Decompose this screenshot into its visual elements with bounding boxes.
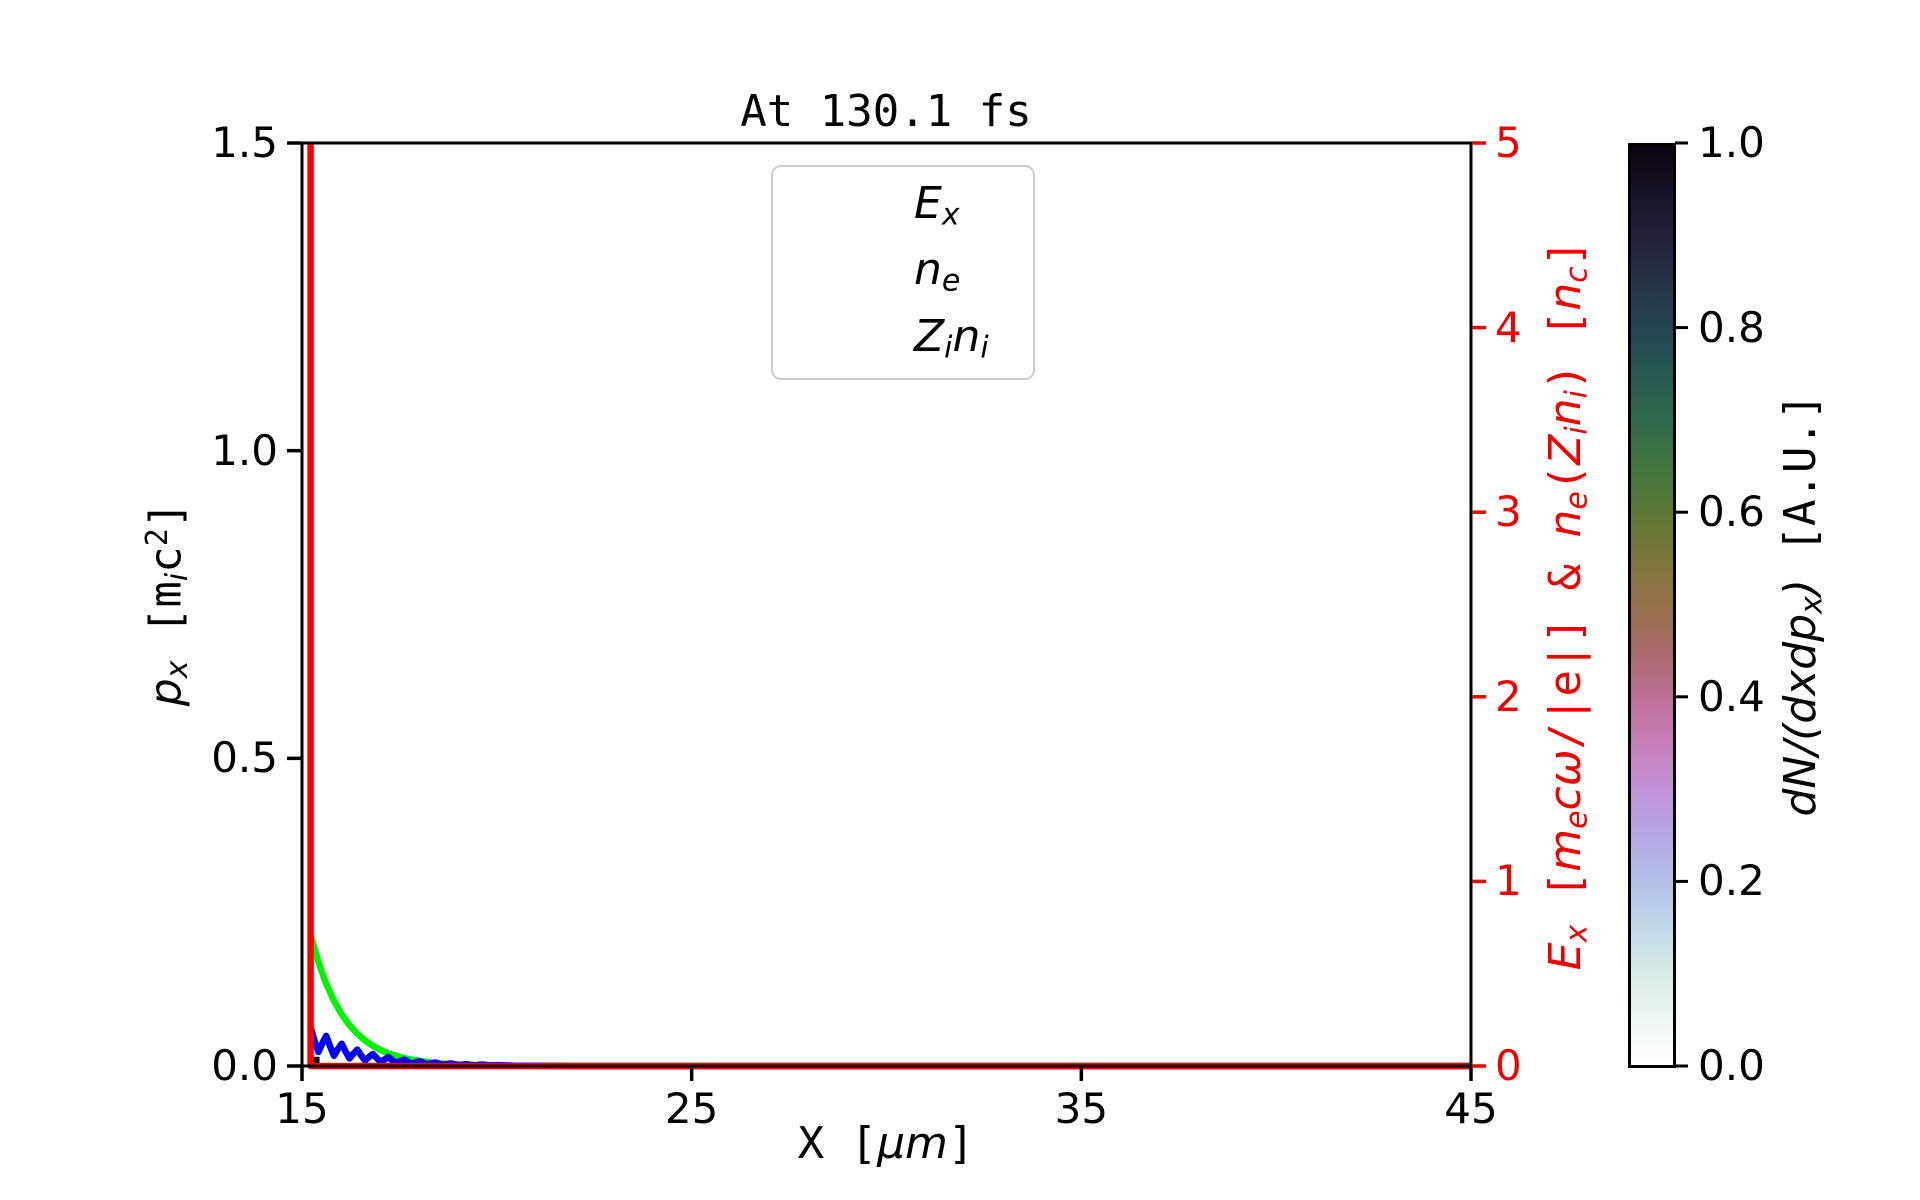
label-segment: c [140, 546, 192, 573]
tick-label: 4 [1495, 302, 1522, 352]
legend-item: Zini [773, 314, 1033, 366]
label-segment: i [1559, 426, 1595, 435]
label-segment: [ [1539, 871, 1591, 925]
series-line-ne [307, 1026, 1471, 1070]
label-segment: dN [1774, 755, 1826, 817]
tick-label: 45 [1444, 1084, 1498, 1133]
tick-label: 0.0 [211, 1041, 278, 1090]
colorbar-label: dN/(dxdpx) [A.U.] [1775, 394, 1830, 817]
tick-label: 1 [1495, 856, 1522, 906]
label-segment: i [980, 330, 989, 366]
label-segment: x [160, 660, 196, 679]
label-segment: 2 [140, 528, 176, 547]
tick-label: 0 [1495, 1041, 1522, 1090]
label-segment: i [160, 572, 196, 582]
label-segment: n [1539, 282, 1591, 311]
label-segment: x [1794, 596, 1830, 614]
plot-spines [300, 141, 1473, 1068]
legend-item-label: ne [914, 248, 960, 297]
series-line-Ex [307, 934, 1471, 1070]
legend-item-label: Ex [914, 181, 960, 233]
label-segment: μm [877, 1118, 948, 1169]
label-segment: [m [140, 581, 192, 661]
tick-label: 5 [1495, 118, 1522, 167]
label-segment: E [1539, 942, 1591, 971]
tick-label: 1.0 [211, 425, 278, 475]
tick-label: 0.8 [1698, 302, 1765, 352]
label-segment: /|e|] & [1539, 537, 1591, 750]
tick-label: 3 [1495, 487, 1522, 537]
label-segment: e [941, 263, 961, 299]
legend: Ex ne Zini [771, 165, 1035, 380]
label-segment: n [1539, 509, 1591, 538]
plot-title: At 130.1 fs [740, 86, 1032, 137]
tick-label: 0.2 [1698, 856, 1765, 906]
label-segment: ) [1774, 578, 1826, 597]
legend-line-swatch [795, 203, 892, 210]
label-segment: i [944, 330, 953, 366]
label-segment: c [1559, 266, 1595, 283]
label-segment: cω [1539, 749, 1591, 811]
label-segment: Z [914, 310, 945, 362]
left-y-axis-label-wrap: px [mic2] [133, 154, 203, 1054]
tick-label: 15 [275, 1084, 329, 1133]
label-segment: /(dxdp [1774, 613, 1826, 756]
tick-label: 1.0 [1698, 118, 1765, 167]
label-segment: n [952, 310, 981, 362]
label-segment: ( [1539, 464, 1591, 492]
label-segment: ] [1539, 239, 1591, 267]
colorbar [1628, 143, 1676, 1068]
label-segment: e [1559, 491, 1595, 510]
label-segment: i [1559, 390, 1595, 399]
tick-label: 25 [664, 1084, 719, 1133]
tick-label: 1.5 [211, 118, 278, 167]
label-segment: Z [1539, 434, 1591, 465]
right-y-axis-label: Ex [mecω/|e|] & ne(Zini) [nc] [1540, 240, 1595, 971]
label-segment: ] [140, 501, 192, 529]
label-segment: [A.U.] [1774, 393, 1826, 579]
label-segment: X [ [797, 1118, 878, 1169]
label-segment: x [941, 197, 960, 233]
label-segment: E [914, 177, 942, 229]
tick-label: 35 [1054, 1084, 1109, 1133]
phase-space-density-blob [311, 1056, 320, 1066]
legend-line-swatch [795, 269, 892, 276]
tick-label: 0.5 [211, 733, 278, 783]
label-segment: ) [ [1539, 310, 1591, 391]
legend-item: ne [773, 248, 1033, 297]
tick-label: 0.6 [1698, 487, 1765, 537]
right-y-axis-label-wrap: Ex [mecω/|e|] & ne(Zini) [nc] [1532, 155, 1602, 1055]
label-segment: x [1559, 924, 1595, 943]
tick-label: 0.4 [1698, 671, 1765, 721]
legend-line-swatch [795, 335, 892, 342]
tick-label: 0.0 [1698, 1041, 1765, 1090]
legend-item: Ex [773, 181, 1033, 233]
label-segment: m [1539, 828, 1591, 872]
label-segment: e [1559, 810, 1595, 829]
label-segment: p [140, 678, 192, 707]
label-segment: n [914, 244, 942, 296]
tick-label: 2 [1495, 671, 1522, 721]
colorbar-label-wrap: dN/(dxdpx) [A.U.] [1767, 155, 1837, 1055]
label-segment: n [1539, 398, 1591, 427]
legend-item-label: Zini [914, 314, 989, 366]
left-y-axis-label: px [mic2] [140, 502, 195, 706]
x-axis-label: X [μm] [586, 1118, 1186, 1169]
label-segment: ] [947, 1118, 975, 1169]
